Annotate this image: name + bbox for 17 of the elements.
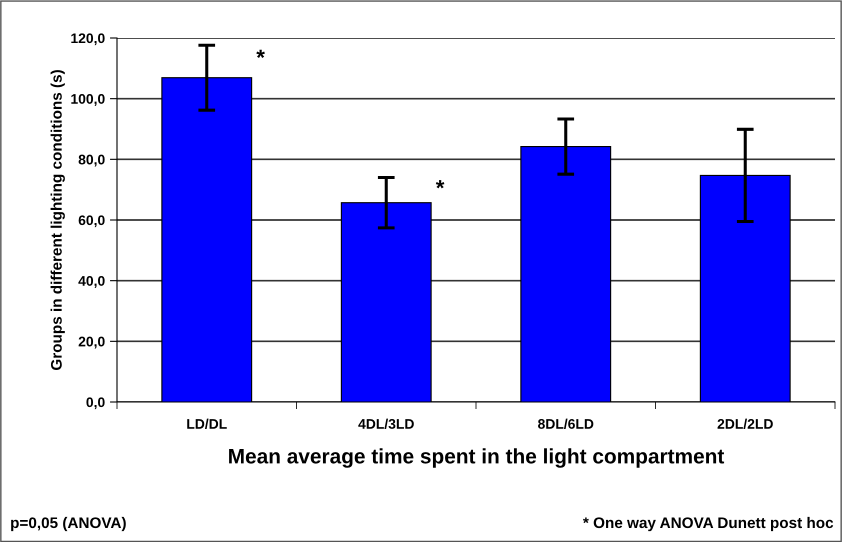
x-axis-title: Mean average time spent in the light compartment [229,448,724,468]
y-tick-label: 60,0 [78,215,105,228]
x-tick-label: 8DL/6LD [538,418,594,430]
y-tick-label: 100,0 [71,94,105,106]
y-tick-label: 120,0 [71,33,105,46]
y-tick-label: 0,0 [86,397,105,410]
x-tick-label: 4DL/3LD [358,418,414,430]
x-tick-label: LD/DL [187,418,227,430]
y-axis-title: Groups in different lighting conditions (s) [50,70,65,370]
annotation: * [256,50,265,58]
annotation: * [436,180,444,188]
x-tick-label: 2DL/2LD [718,418,773,430]
y-tick-label: 40,0 [78,276,105,288]
y-tick-label: 20,0 [78,336,105,349]
text: p=0,05 (ANOVA) [11,516,126,532]
text: * One way ANOVA Dunett post hoc [582,516,834,532]
y-tick-label: 80,0 [78,154,105,167]
